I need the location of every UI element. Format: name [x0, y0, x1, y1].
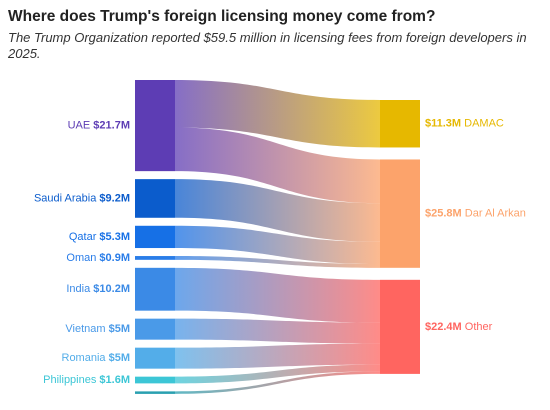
target-node [380, 100, 420, 148]
source-label: Philippines $1.6M [43, 374, 130, 386]
source-name: Romania [62, 352, 107, 364]
source-node [135, 225, 175, 249]
source-node [135, 318, 175, 340]
source-label: Oman $0.9M [66, 252, 130, 264]
link [175, 371, 380, 394]
source-node [135, 80, 175, 172]
link [175, 80, 380, 148]
link [175, 179, 380, 242]
chart-subtitle: The Trump Organization reported $59.5 mi… [8, 30, 527, 61]
source-value: $1.6M [99, 374, 130, 386]
target-node [380, 159, 420, 268]
source-node [135, 347, 175, 369]
target-label: $11.3M DAMAC [425, 118, 504, 130]
chart-title: Where does Trump's foreign licensing mon… [8, 8, 436, 25]
link [175, 364, 380, 384]
source-name: UAE [68, 119, 91, 131]
source-name: Philippines [43, 374, 97, 386]
link [175, 127, 380, 204]
source-name: Qatar [69, 231, 97, 243]
target-name: Dar Al Arkan [465, 208, 526, 220]
target-node [380, 279, 420, 374]
source-label: UAE $21.7M [68, 119, 130, 131]
target-value: $25.8M [425, 208, 462, 220]
source-node [135, 179, 175, 218]
source-label: Romania $5M [62, 352, 131, 364]
source-node [135, 391, 175, 394]
source-node [135, 376, 175, 384]
source-label: India $10.2M [66, 283, 130, 295]
source-value: $5.3M [99, 231, 130, 243]
source-node [135, 267, 175, 311]
link [175, 343, 380, 369]
target-label: $25.8M Dar Al Arkan [425, 208, 526, 220]
source-name: Saudi Arabia [34, 192, 97, 204]
source-value: $21.7M [93, 119, 130, 131]
link [175, 225, 380, 265]
target-value: $22.4M [425, 321, 462, 333]
source-name: Vietnam [65, 323, 105, 335]
link [175, 256, 380, 268]
target-name: Other [465, 321, 493, 333]
links [175, 80, 380, 394]
target-label: $22.4M Other [425, 321, 493, 333]
source-value: $5M [109, 323, 130, 335]
source-value: $5M [109, 352, 130, 364]
source-value: $10.2M [93, 283, 130, 295]
target-value: $11.3M [425, 118, 461, 130]
target-name: DAMAC [464, 118, 504, 130]
source-label: Saudi Arabia $9.2M [34, 192, 130, 204]
source-label: Vietnam $5M [65, 323, 130, 335]
link [175, 267, 380, 323]
link [175, 318, 380, 344]
source-name: Oman [66, 252, 96, 264]
source-label: Qatar $5.3M [69, 231, 130, 243]
source-value: $9.2M [99, 192, 130, 204]
source-name: India [66, 283, 91, 295]
source-value: $0.9M [99, 252, 130, 264]
source-node [135, 256, 175, 260]
